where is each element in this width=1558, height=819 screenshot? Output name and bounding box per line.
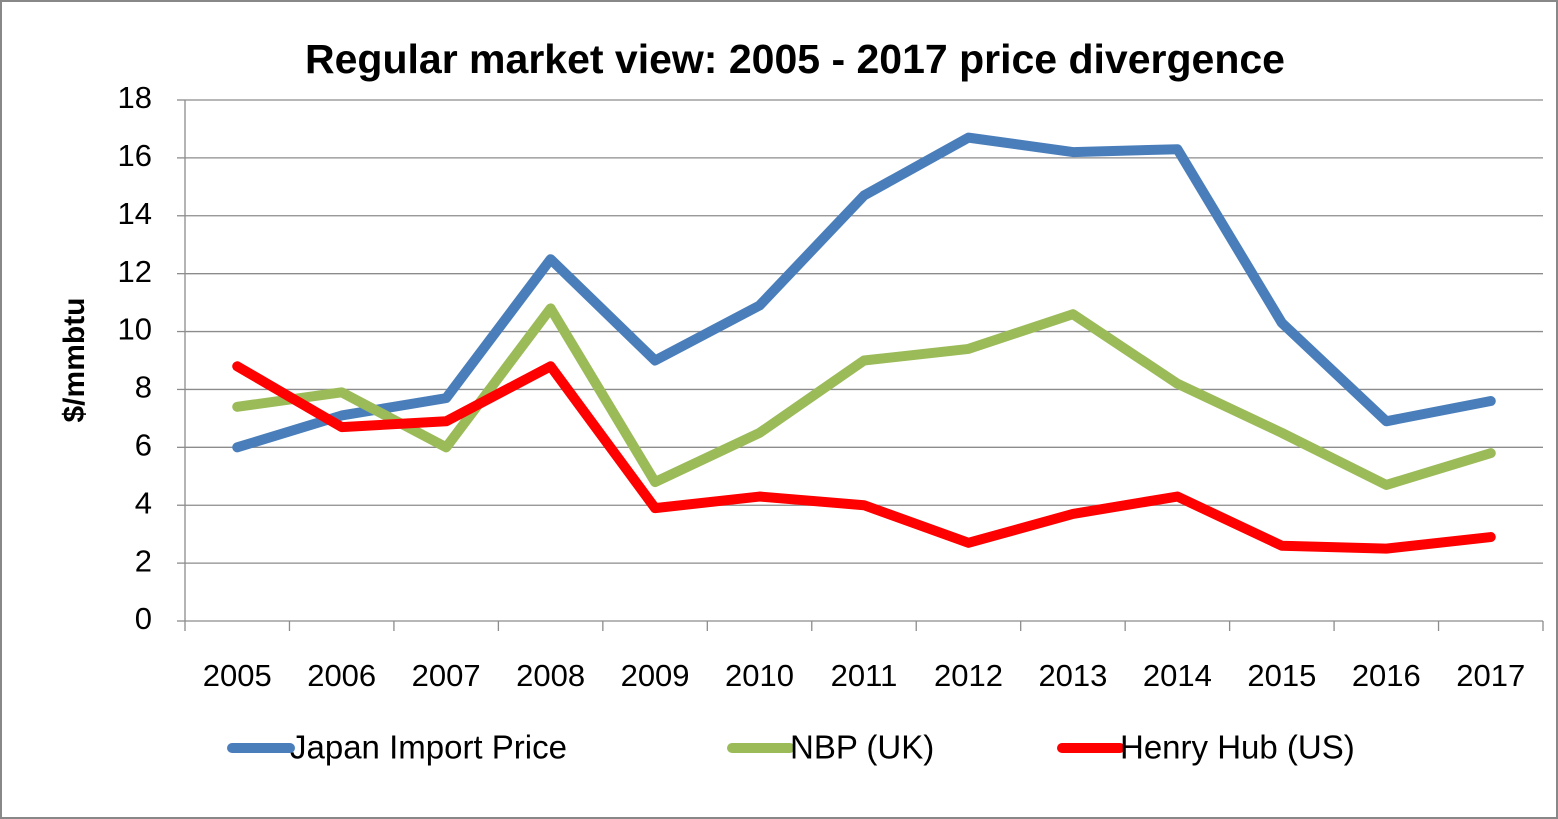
x-tick-label: 2007 [412,658,481,693]
legend-label: Henry Hub (US) [1120,729,1355,766]
y-tick-label: 0 [135,601,152,636]
x-tick-label: 2008 [516,658,585,693]
x-tick-label: 2009 [621,658,690,693]
legend-label: Japan Import Price [290,729,567,766]
x-tick-label: 2012 [934,658,1003,693]
series-line [232,132,1496,453]
series-line [232,361,1496,554]
y-tick-label: 16 [118,138,152,173]
x-tick-label: 2006 [307,658,376,693]
y-tick-label: 18 [118,80,152,115]
legend-label: NBP (UK) [790,729,934,766]
x-tick-label: 2005 [203,658,272,693]
y-tick-label: 4 [135,485,152,520]
y-tick-label: 8 [135,370,152,405]
x-tick-label: 2011 [831,658,898,693]
y-tick-label: 12 [118,254,152,289]
y-tick-label: 2 [135,543,152,578]
y-tick-label: 10 [118,312,152,347]
x-tick-label: 2013 [1038,658,1107,693]
chart-title: Regular market view: 2005 - 2017 price d… [305,36,1285,82]
y-tick-label: 14 [118,196,152,231]
x-tick-label: 2014 [1143,658,1212,693]
x-tick-label: 2016 [1352,658,1421,693]
y-tick-label: 6 [135,428,152,463]
x-tick-label: 2017 [1456,658,1525,693]
x-tick-label: 2010 [725,658,794,693]
series-line [232,303,1496,490]
y-axis-title: $/mmbtu [58,297,91,422]
x-tick-label: 2015 [1247,658,1316,693]
